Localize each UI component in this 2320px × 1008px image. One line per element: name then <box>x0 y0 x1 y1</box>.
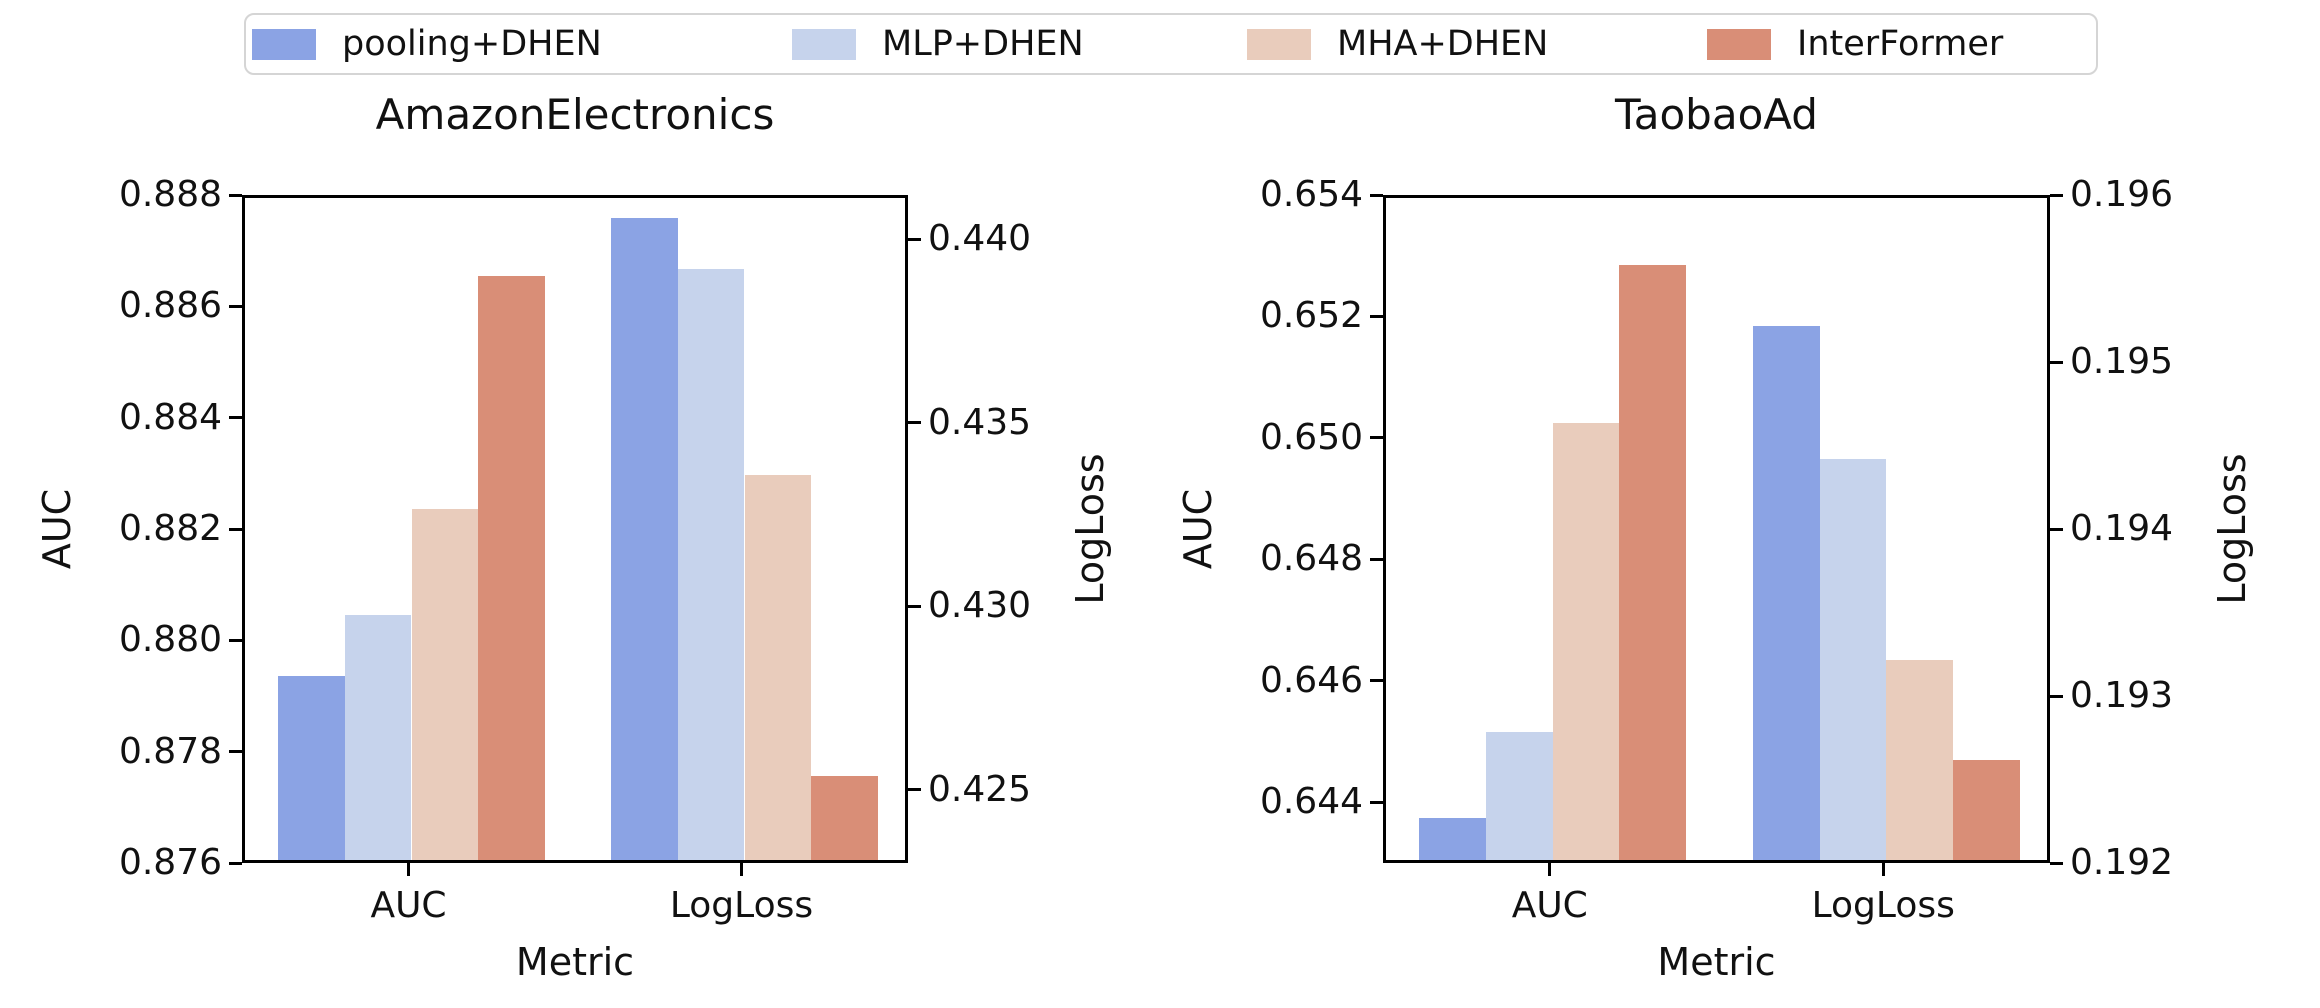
y-tick-left <box>1370 800 1383 804</box>
legend-label: MHA+DHEN <box>1337 24 1549 64</box>
bar-taobaoad-logloss-2 <box>1819 459 1887 860</box>
y-tick-right <box>2050 694 2063 698</box>
y-tick-left <box>229 861 242 865</box>
y-tick-label-left: 0.646 <box>1259 659 1363 701</box>
y-tick-right <box>908 421 921 425</box>
bar-amazonelectronics-logloss-3 <box>744 474 812 860</box>
y-tick-label-right: 0.195 <box>2070 341 2174 382</box>
y-tick-label-left: 0.654 <box>1259 174 1363 215</box>
x-tick-label: LogLoss <box>669 885 814 926</box>
y-tick-left <box>1370 557 1383 561</box>
y-tick-left <box>229 527 242 531</box>
y-tick-left <box>229 193 242 197</box>
legend-entry: MLP+DHEN <box>792 15 1312 73</box>
axes-box <box>242 195 908 863</box>
y-tick-label-right: 0.440 <box>928 218 1032 260</box>
bar-taobaoad-auc-4 <box>1619 264 1687 860</box>
y-tick-left <box>229 638 242 642</box>
legend-label: MLP+DHEN <box>882 24 1084 64</box>
legend-entry: MHA+DHEN <box>1247 15 1767 73</box>
x-tick-label: AUC <box>370 885 447 926</box>
bar-taobaoad-auc-1 <box>1419 817 1487 860</box>
bar-taobaoad-auc-3 <box>1552 422 1620 860</box>
y-tick-label-right: 0.196 <box>2070 174 2174 215</box>
y-tick-label-left: 0.888 <box>118 174 222 215</box>
x-tick-label: LogLoss <box>1811 885 1955 926</box>
bar-amazonelectronics-logloss-4 <box>811 775 878 860</box>
legend: pooling+DHEN MLP+DHEN MHA+DHEN InterFormer <box>244 13 2098 75</box>
y-tick-left <box>1370 436 1383 440</box>
bar-taobaoad-auc-2 <box>1486 732 1553 860</box>
y-tick-right <box>2050 193 2063 197</box>
bar-taobaoad-logloss-1 <box>1752 325 1820 860</box>
bar-amazonelectronics-auc-1 <box>278 676 345 860</box>
y-tick-label-left: 0.650 <box>1259 416 1363 458</box>
y-tick-label-right: 0.435 <box>928 401 1032 443</box>
y-tick-label-left: 0.884 <box>118 396 222 438</box>
y-tick-label-right: 0.194 <box>2070 508 2174 549</box>
bar-amazonelectronics-auc-3 <box>411 509 479 860</box>
y-tick-label-right: 0.430 <box>928 585 1032 627</box>
y-tick-label-left: 0.878 <box>118 730 222 772</box>
legend-swatch-1 <box>252 29 316 60</box>
bar-amazonelectronics-logloss-1 <box>611 217 678 860</box>
y-tick-left <box>229 416 242 420</box>
y-tick-left <box>1370 679 1383 683</box>
x-tick <box>407 863 410 876</box>
bar-amazonelectronics-logloss-2 <box>677 269 745 860</box>
y-tick-label-left: 0.648 <box>1259 538 1363 580</box>
chart-title: AmazonElectronics <box>375 90 775 139</box>
y-tick-right <box>908 788 921 792</box>
bar-taobaoad-logloss-4 <box>1952 759 2020 860</box>
legend-swatch-3 <box>1247 29 1311 60</box>
y-tick-right <box>908 604 921 608</box>
legend-swatch-4 <box>1707 29 1771 60</box>
y-tick-label-left: 0.876 <box>118 842 222 883</box>
chart-title: TaobaoAd <box>1615 90 1818 139</box>
y-axis-label-left: AUC <box>1176 488 1220 570</box>
x-tick <box>740 863 743 876</box>
y-tick-label-right: 0.192 <box>2070 842 2174 883</box>
bar-taobaoad-logloss-3 <box>1886 659 1953 860</box>
legend-label: InterFormer <box>1797 24 2004 64</box>
legend-entry: InterFormer <box>1707 15 2227 73</box>
x-tick-label: AUC <box>1511 885 1588 926</box>
x-tick <box>1548 863 1552 876</box>
x-axis-label: Metric <box>1657 940 1776 984</box>
y-tick-label-right: 0.425 <box>928 768 1032 810</box>
y-tick-left <box>1370 314 1383 318</box>
y-tick-left <box>229 304 242 308</box>
y-tick-right <box>2050 861 2063 865</box>
x-tick <box>1881 863 1885 876</box>
y-tick-label-left: 0.886 <box>118 285 222 327</box>
y-tick-label-right: 0.193 <box>2070 675 2174 716</box>
legend-entry: pooling+DHEN <box>252 15 772 73</box>
y-tick-label-left: 0.652 <box>1259 295 1363 337</box>
legend-swatch-2 <box>792 29 856 60</box>
y-axis-label-right: LogLoss <box>2210 453 2254 605</box>
y-tick-left <box>1370 193 1383 197</box>
y-tick-label-left: 0.880 <box>118 619 222 661</box>
legend-label: pooling+DHEN <box>342 24 602 64</box>
y-tick-right <box>908 237 921 241</box>
y-tick-label-left: 0.882 <box>118 508 222 549</box>
x-axis-label: Metric <box>515 940 635 984</box>
axes-box <box>1383 195 2050 863</box>
y-tick-right <box>2050 360 2063 364</box>
y-tick-left <box>229 750 242 754</box>
bar-amazonelectronics-auc-4 <box>478 275 545 860</box>
y-tick-right <box>2050 527 2063 531</box>
bar-amazonelectronics-auc-2 <box>344 615 412 860</box>
y-tick-label-left: 0.644 <box>1259 781 1363 823</box>
